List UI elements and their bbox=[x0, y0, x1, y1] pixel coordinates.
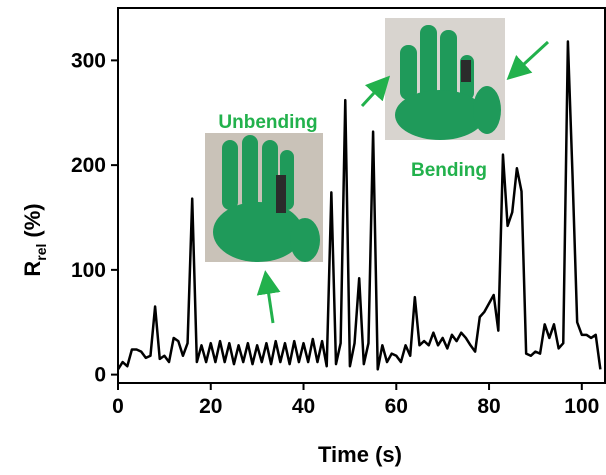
x-tick-label: 20 bbox=[199, 395, 222, 418]
y-axis-label-main: R bbox=[20, 261, 45, 277]
plot-frame bbox=[117, 7, 606, 384]
x-tick-label: 40 bbox=[292, 395, 315, 418]
x-tick-label: 100 bbox=[564, 395, 599, 418]
annotation: Unbending bbox=[218, 112, 317, 133]
x-axis-label: Time (s) bbox=[318, 442, 402, 467]
x-tick-label: 60 bbox=[385, 395, 408, 418]
y-axis-label-unit: (%) bbox=[20, 203, 45, 237]
data-line bbox=[116, 40, 602, 371]
annotation: Bending bbox=[411, 160, 487, 181]
y-tick-label: 200 bbox=[71, 154, 106, 177]
x-tick-label: 80 bbox=[477, 395, 500, 418]
photo-bending bbox=[385, 18, 505, 140]
y-axis-label-sub: rel bbox=[33, 244, 49, 261]
arrows bbox=[256, 40, 550, 324]
photo-unbending bbox=[205, 133, 323, 262]
y-tick-label: 300 bbox=[71, 49, 106, 72]
y-tick-label: 100 bbox=[71, 259, 106, 282]
y-tick-label: 0 bbox=[94, 364, 106, 387]
x-tick-label: 0 bbox=[112, 395, 124, 418]
y-axis-label: Rrel (%) bbox=[20, 203, 49, 276]
